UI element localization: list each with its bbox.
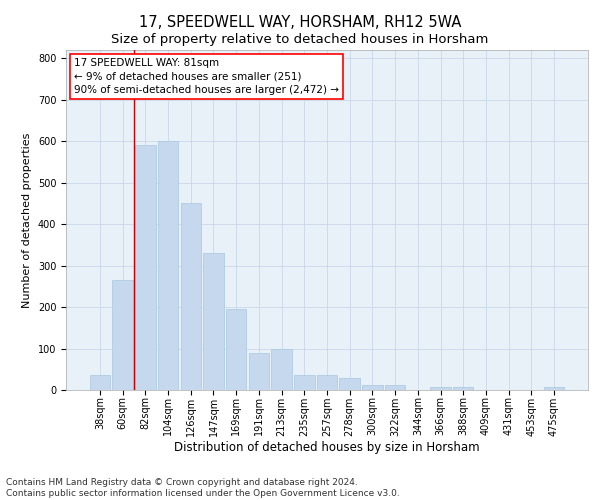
Bar bbox=[362, 385, 383, 390]
Bar bbox=[112, 280, 133, 390]
Bar bbox=[294, 374, 314, 390]
Text: 17 SPEEDWELL WAY: 81sqm
← 9% of detached houses are smaller (251)
90% of semi-de: 17 SPEEDWELL WAY: 81sqm ← 9% of detached… bbox=[74, 58, 339, 95]
Y-axis label: Number of detached properties: Number of detached properties bbox=[22, 132, 32, 308]
Bar bbox=[544, 386, 564, 390]
Bar bbox=[248, 352, 269, 390]
Bar bbox=[203, 253, 224, 390]
Bar bbox=[453, 386, 473, 390]
Bar bbox=[135, 146, 155, 390]
X-axis label: Distribution of detached houses by size in Horsham: Distribution of detached houses by size … bbox=[174, 442, 480, 454]
Bar bbox=[181, 204, 201, 390]
Text: Contains HM Land Registry data © Crown copyright and database right 2024.
Contai: Contains HM Land Registry data © Crown c… bbox=[6, 478, 400, 498]
Text: 17, SPEEDWELL WAY, HORSHAM, RH12 5WA: 17, SPEEDWELL WAY, HORSHAM, RH12 5WA bbox=[139, 15, 461, 30]
Bar bbox=[317, 376, 337, 390]
Bar bbox=[385, 385, 406, 390]
Bar bbox=[430, 386, 451, 390]
Bar bbox=[90, 374, 110, 390]
Bar bbox=[340, 378, 360, 390]
Bar bbox=[226, 309, 247, 390]
Bar bbox=[158, 141, 178, 390]
Bar bbox=[271, 348, 292, 390]
Text: Size of property relative to detached houses in Horsham: Size of property relative to detached ho… bbox=[112, 32, 488, 46]
